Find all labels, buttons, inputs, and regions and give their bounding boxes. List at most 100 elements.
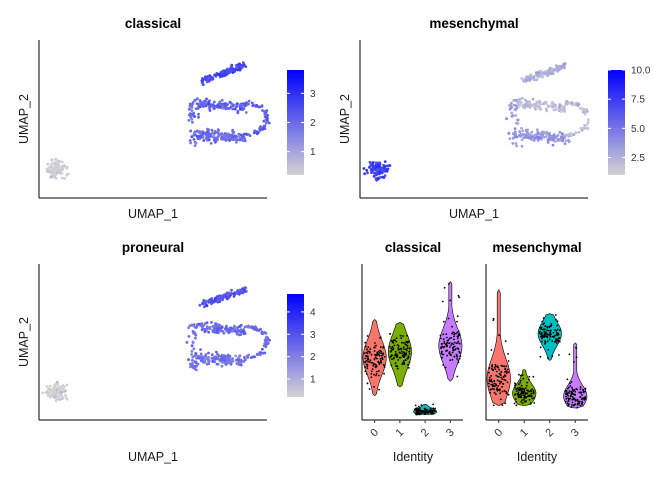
violin-point <box>452 343 455 346</box>
umap-point <box>547 71 551 75</box>
violin-point <box>490 374 493 377</box>
violin-point <box>443 342 446 345</box>
violin-point <box>405 349 408 352</box>
violin-point <box>444 366 447 369</box>
violin-point <box>541 340 543 343</box>
violin-point <box>487 385 490 388</box>
violin-point <box>445 336 448 339</box>
umap-point <box>556 107 560 111</box>
umap-point <box>205 80 209 84</box>
umap-point <box>577 130 581 134</box>
umap-point <box>241 103 244 107</box>
umap-point <box>534 107 537 111</box>
violin-point <box>533 397 535 399</box>
colorbar-tick-label: 2 <box>310 352 316 363</box>
violin-point <box>451 342 453 345</box>
umap-point <box>376 164 380 168</box>
violin-point <box>540 334 543 337</box>
umap-point <box>382 163 385 167</box>
umap-point <box>191 365 195 368</box>
violin-point <box>576 388 579 391</box>
violin-point <box>431 413 433 415</box>
violin-point <box>567 394 569 397</box>
violin-point <box>445 333 448 335</box>
violin-point <box>581 394 583 396</box>
violin-point <box>453 345 455 348</box>
violin-point <box>402 335 404 337</box>
violin-point <box>376 351 379 354</box>
violin-point <box>493 391 496 394</box>
violin-point <box>375 370 378 373</box>
umap-points <box>45 61 271 180</box>
umap-point <box>230 292 233 295</box>
umap-point <box>378 161 382 165</box>
violin-point <box>546 340 549 343</box>
violin-point <box>441 350 443 353</box>
umap-point <box>526 75 530 79</box>
violin-point <box>457 342 459 344</box>
umap-point <box>188 324 192 328</box>
violin-point <box>501 378 504 381</box>
umap-point <box>187 119 191 122</box>
umap-point <box>191 355 195 359</box>
umap-point <box>207 355 210 359</box>
umap-point <box>57 386 61 390</box>
violin-point <box>403 361 405 364</box>
umap-point <box>65 383 69 387</box>
umap-point <box>386 167 390 171</box>
umap-point <box>210 321 213 324</box>
umap-point <box>190 350 194 353</box>
violin-point <box>498 372 501 375</box>
umap-point <box>577 103 581 106</box>
umap-point <box>518 130 522 134</box>
umap-point <box>239 363 243 367</box>
umap-point <box>511 142 515 145</box>
umap-point <box>199 348 202 351</box>
violin-point <box>557 339 560 342</box>
violin-point <box>498 380 501 383</box>
umap-point <box>190 353 194 356</box>
umap-point <box>234 354 238 358</box>
violin-point <box>372 364 375 367</box>
umap-point <box>529 74 533 78</box>
umap-point <box>239 323 243 327</box>
violin-point <box>399 356 402 359</box>
umap-point <box>225 294 229 297</box>
violin-point <box>549 332 551 334</box>
umap-point <box>551 143 555 147</box>
violin-point <box>391 345 394 348</box>
violin-point <box>415 411 417 413</box>
umap-point <box>233 107 237 111</box>
umap-point <box>245 101 248 105</box>
umap-point <box>251 104 255 108</box>
umap-point <box>207 300 211 304</box>
umap-point <box>235 105 239 108</box>
umap-point <box>518 97 522 101</box>
umap-point <box>520 77 524 80</box>
umap-point <box>261 351 265 355</box>
violin-point <box>382 352 385 355</box>
umap-point <box>192 347 196 351</box>
violin-point <box>496 370 498 373</box>
color-legend: 1 2 3 4 <box>287 294 316 397</box>
violin-point <box>495 384 498 387</box>
violin-point <box>442 333 445 336</box>
umap-point <box>508 104 511 107</box>
umap-point <box>513 127 517 131</box>
violin-point <box>380 352 383 354</box>
x-axis-label: Identity <box>393 450 434 464</box>
violin-point <box>367 358 370 361</box>
umap-point <box>537 136 541 139</box>
violin-point <box>504 402 507 405</box>
umap-point <box>190 106 194 109</box>
violin-point <box>507 371 510 374</box>
violin-point <box>541 320 544 323</box>
umap-point <box>243 139 246 143</box>
umap-point <box>195 129 199 133</box>
violin-point <box>443 340 446 343</box>
violin-point <box>529 394 531 397</box>
violin-point <box>456 375 459 378</box>
violin-point <box>554 341 557 343</box>
violin-point <box>547 357 549 360</box>
violin-point <box>515 398 517 400</box>
